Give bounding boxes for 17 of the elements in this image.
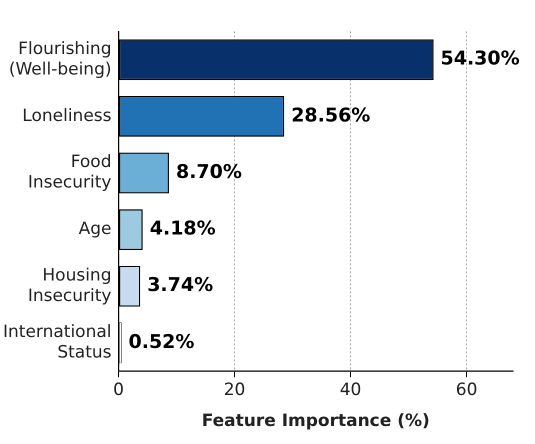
x-tick-label: 40 bbox=[340, 380, 362, 400]
x-tick-label: 60 bbox=[456, 380, 478, 400]
data-label: 8.70% bbox=[176, 160, 242, 183]
x-tick-label: 20 bbox=[224, 380, 246, 400]
data-label: 28.56% bbox=[291, 104, 370, 126]
y-tick-label: Age bbox=[78, 219, 112, 240]
y-tick-label: Flourishing (Well-being) bbox=[8, 38, 112, 80]
y-tick-label: Loneliness bbox=[22, 106, 112, 126]
data-label: 54.30% bbox=[440, 48, 520, 70]
y-tick-label: Food Insecurity bbox=[28, 152, 112, 193]
y-tick-label: International Status bbox=[3, 322, 112, 363]
data-label: 4.18% bbox=[150, 218, 216, 240]
x-tick-label: 0 bbox=[113, 380, 124, 400]
y-tick-label: Housing Insecurity bbox=[28, 265, 112, 306]
data-label: 0.52% bbox=[128, 330, 194, 353]
data-label: 3.74% bbox=[147, 274, 214, 296]
x-axis-title: Feature Importance (%) bbox=[202, 411, 430, 432]
